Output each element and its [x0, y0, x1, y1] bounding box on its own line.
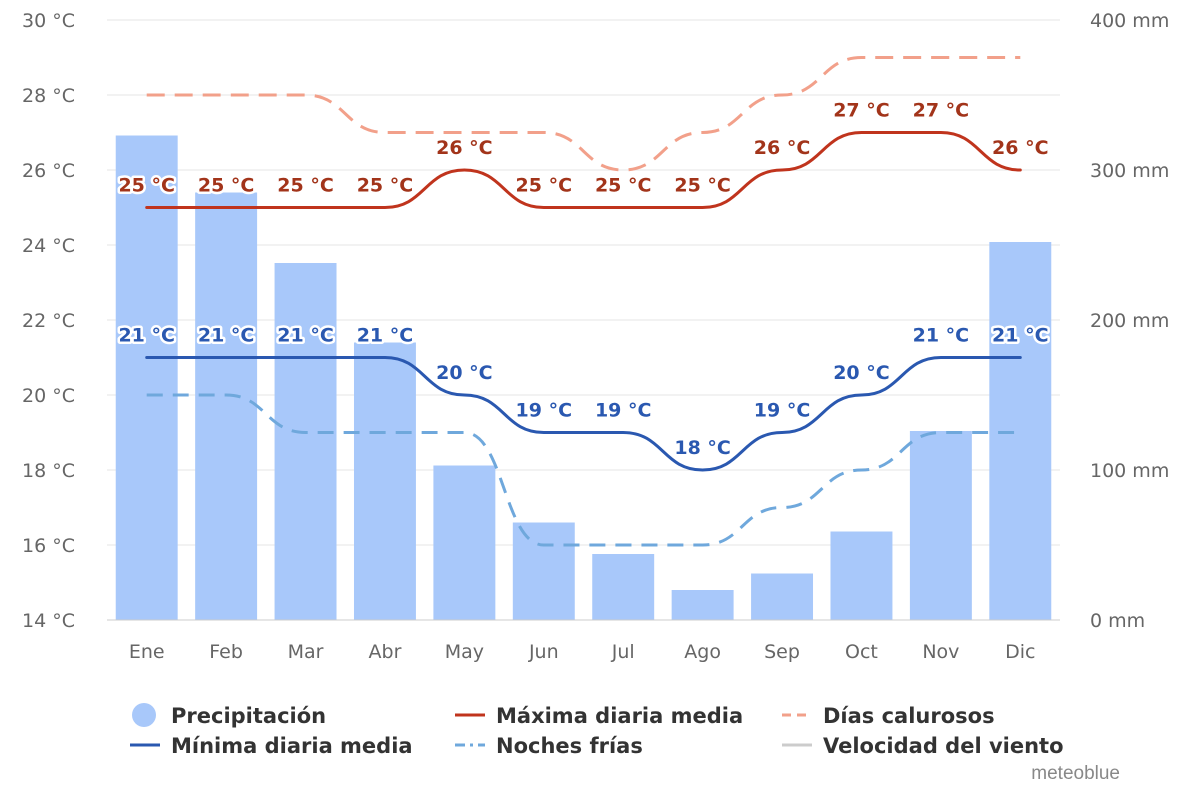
legend-item[interactable]: Días calurosos	[782, 704, 995, 728]
legend-label: Noches frías	[496, 734, 643, 758]
data-label: 25 °C	[595, 175, 652, 197]
data-label: 21 °C	[992, 325, 1049, 347]
data-label: 19 °C	[754, 400, 811, 422]
axes: 14 °C 16 °C 18 °C 20 °C 22 °C 24 °C 26 °C 28 °C…	[22, 10, 1169, 663]
precipitation-bar	[195, 192, 258, 620]
data-label: 26 °C	[754, 137, 811, 159]
left-axis-tick: 20 °C	[22, 385, 75, 407]
legend-label: Máxima diaria media	[496, 704, 743, 728]
data-label: 18 °C	[674, 437, 731, 459]
data-label: 21 °C	[357, 325, 414, 347]
precipitation-bars	[115, 135, 1052, 620]
left-axis-tick: 28 °C	[22, 85, 75, 107]
precipitation-bar	[274, 263, 337, 620]
data-label: 25 °C	[198, 175, 255, 197]
x-axis-tick: Jun	[528, 641, 559, 663]
right-axis-tick: 400 mm	[1090, 10, 1169, 32]
left-axis-tick: 14 °C	[22, 610, 75, 632]
series-line-máxima-diaria-media	[145, 130, 1022, 210]
legend-item[interactable]: Máxima diaria media	[455, 704, 743, 728]
legend: Precipitación Máxima diaria media Días cal…	[130, 703, 1064, 758]
right-axis-tick: 200 mm	[1090, 310, 1169, 332]
x-axis-tick: Ago	[684, 641, 721, 663]
data-label: 26 °C	[436, 137, 493, 159]
precipitation-bar	[909, 431, 972, 620]
precipitation-bar	[433, 465, 496, 620]
x-axis-tick: Ene	[129, 641, 165, 663]
x-axis-tick: Nov	[922, 641, 959, 663]
x-axis-tick: Jul	[611, 641, 635, 663]
data-label: 21 °C	[118, 325, 175, 347]
x-axis-tick: Feb	[209, 641, 243, 663]
data-label: 20 °C	[833, 362, 890, 384]
data-label: 19 °C	[516, 400, 573, 422]
right-axis-tick: 0 mm	[1090, 610, 1145, 632]
x-axis-tick: Abr	[369, 641, 402, 663]
series-line-noches-frías	[146, 393, 1021, 547]
data-label: 25 °C	[118, 175, 175, 197]
legend-label: Precipitación	[171, 704, 326, 728]
left-axis-tick: 30 °C	[22, 10, 75, 32]
x-axis-tick: May	[445, 641, 484, 663]
series-line-mínima-diaria-media	[145, 356, 1022, 472]
data-label: 27 °C	[833, 100, 890, 122]
precipitation-bar	[353, 342, 416, 620]
legend-label: Días calurosos	[823, 704, 995, 728]
x-axis-tick: Sep	[764, 641, 800, 663]
data-label: 21 °C	[277, 325, 334, 347]
legend-item[interactable]: Velocidad del viento	[782, 734, 1064, 758]
precipitation-bar	[751, 573, 814, 620]
data-label: 21 °C	[198, 325, 255, 347]
grid	[107, 19, 1060, 621]
data-label: 19 °C	[595, 400, 652, 422]
series-line-días-calurosos	[146, 55, 1021, 172]
data-label: 25 °C	[674, 175, 731, 197]
precipitation-bar	[671, 590, 734, 620]
credit-text[interactable]: meteoblue	[1031, 763, 1120, 784]
legend-item[interactable]: Noches frías	[455, 734, 643, 758]
data-label: 25 °C	[357, 175, 414, 197]
precipitation-bar	[512, 522, 575, 620]
data-labels: 25 °C 25 °C 25 °C 25 °C 26 °C 25 °C 25 °C 25 °C…	[116, 97, 1051, 462]
data-label: 25 °C	[277, 175, 334, 197]
left-axis-tick: 26 °C	[22, 160, 75, 182]
left-axis-tick: 18 °C	[22, 460, 75, 482]
legend-label: Mínima diaria media	[171, 734, 413, 758]
temperature-lines	[145, 55, 1022, 547]
legend-label: Velocidad del viento	[823, 734, 1064, 758]
data-label: 25 °C	[516, 175, 573, 197]
precipitation-bar	[592, 554, 655, 620]
x-axis-tick: Oct	[845, 641, 878, 663]
left-axis-tick: 22 °C	[22, 310, 75, 332]
data-label: 26 °C	[992, 137, 1049, 159]
legend-item[interactable]: Mínima diaria media	[130, 734, 413, 758]
data-label: 21 °C	[913, 325, 970, 347]
data-label: 20 °C	[436, 362, 493, 384]
x-axis-tick: Dic	[1005, 641, 1035, 663]
data-label: 27 °C	[913, 100, 970, 122]
left-axis-tick: 24 °C	[22, 235, 75, 257]
legend-symbol-circle	[132, 703, 156, 727]
legend-item[interactable]: Precipitación	[132, 703, 326, 728]
precipitation-bar	[830, 531, 893, 620]
left-axis-tick: 16 °C	[22, 535, 75, 557]
right-axis-tick: 300 mm	[1090, 160, 1169, 182]
precipitation-bar	[115, 135, 178, 620]
x-axis-tick: Mar	[288, 641, 324, 663]
right-axis-tick: 100 mm	[1090, 460, 1169, 482]
